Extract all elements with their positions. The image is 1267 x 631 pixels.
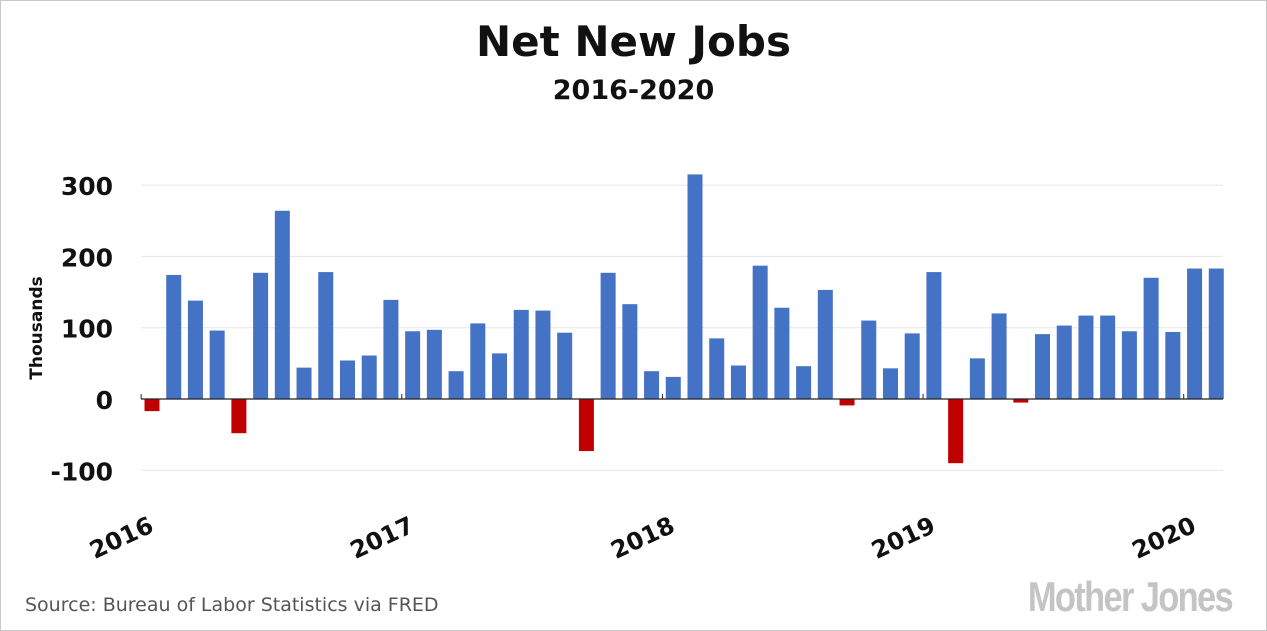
bar [361,355,377,399]
x-tick-label: 2020 [1128,511,1200,565]
bar [622,304,638,399]
bar [144,399,160,412]
y-tick-label: 100 [61,315,113,344]
bar [600,272,616,399]
bar [1187,268,1203,399]
bar [209,330,225,399]
bar [448,371,464,399]
bar [1121,331,1137,399]
bar [687,174,703,399]
bar [774,307,790,399]
bar [665,376,681,399]
bars [144,174,1224,464]
bar [470,323,486,399]
bar [426,329,442,399]
bar [709,338,725,399]
y-tick-label: 300 [61,172,113,201]
bar [1013,399,1029,403]
bar [578,399,594,452]
bar [1208,268,1224,399]
bar [904,333,920,399]
bar [513,309,529,399]
bar [492,353,508,399]
chart-subtitle: 2016-2020 [552,75,715,106]
bar [991,313,1007,399]
bar [339,360,355,399]
x-tick-label: 2018 [607,511,679,565]
bar [274,210,290,399]
bar [882,368,898,399]
bar [296,367,312,399]
bar [969,358,985,399]
bar [752,265,768,399]
source-note: Source: Bureau of Labor Statistics via F… [25,594,439,616]
bar [557,332,573,399]
bar [1100,315,1116,399]
bar [187,300,203,399]
bar [839,399,855,406]
bar [535,310,551,399]
mother-jones-logo: Mother Jones [1027,573,1234,620]
x-tick-label: 2019 [867,511,939,565]
bar [817,289,833,399]
y-tick-label: 0 [96,386,113,415]
bar [926,272,942,399]
bar [383,299,399,399]
y-tick-label: -100 [50,457,113,486]
y-axis-label: Thousands [27,276,47,379]
bar [318,272,334,399]
bar [166,274,182,399]
gridlines [141,184,1223,471]
chart-title: Net New Jobs [476,17,791,66]
bar [1078,315,1094,399]
bar [1165,331,1181,399]
bar [644,371,660,399]
bar [796,366,812,399]
bar [1143,277,1159,399]
bar [1056,325,1072,399]
bar [730,365,746,399]
bar [861,320,877,399]
y-tick-label: 200 [61,243,113,272]
bar [231,399,247,434]
x-tick-label: 2017 [346,511,418,565]
bar [948,399,964,464]
bar [1035,334,1051,399]
x-tick-label: 2016 [85,511,157,565]
bar [253,272,269,399]
bar [405,331,421,399]
